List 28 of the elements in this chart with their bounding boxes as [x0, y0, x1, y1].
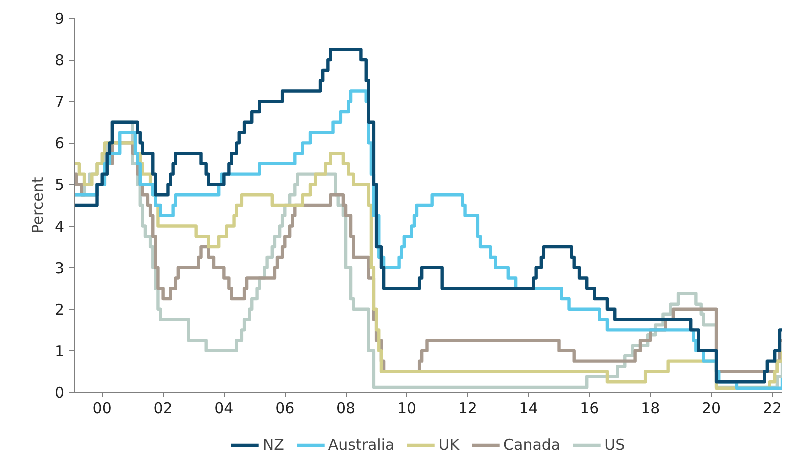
x-tick-label: 22	[762, 400, 782, 418]
y-tick-label: 1	[54, 342, 65, 360]
x-tick-label: 12	[458, 400, 478, 418]
x-tick-label: 08	[336, 400, 356, 418]
y-tick-label: 8	[54, 52, 65, 70]
y-axis-title: Percent	[28, 177, 47, 234]
x-tick-label: 14	[519, 400, 538, 418]
x-tick-label: 02	[154, 400, 173, 418]
x-tick-label: 16	[580, 400, 600, 418]
legend-label: UK	[438, 436, 460, 454]
y-tick-label: 3	[54, 259, 65, 278]
y-tick-label: 5	[54, 176, 65, 194]
legend-label: Australia	[328, 436, 395, 454]
y-tick-label: 0	[54, 384, 65, 402]
x-tick-label: 00	[92, 400, 112, 418]
y-tick-label: 9	[54, 10, 65, 28]
x-tick-label: 18	[641, 400, 660, 418]
y-tick-label: 4	[54, 218, 65, 236]
x-tick-label: 20	[702, 400, 722, 418]
x-tick-label: 04	[214, 400, 234, 418]
y-tick-label: 6	[54, 134, 65, 153]
y-tick-label: 7	[54, 93, 65, 112]
legend-label: NZ	[262, 436, 284, 454]
legend-label: US	[604, 436, 626, 454]
x-tick-label: 10	[397, 400, 417, 418]
y-tick-label: 2	[54, 300, 65, 319]
x-tick-label: 06	[276, 400, 295, 418]
legend-label: Canada	[504, 436, 561, 454]
